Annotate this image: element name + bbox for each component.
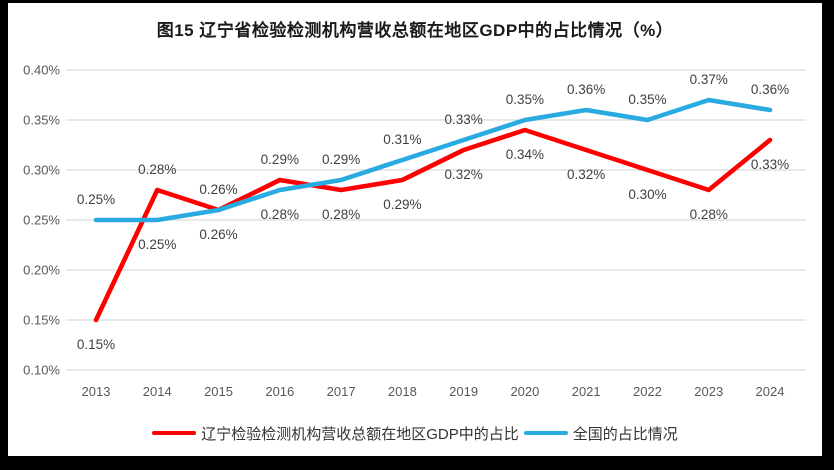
data-point-label: 0.30% xyxy=(628,187,666,202)
x-tick-label: 2015 xyxy=(204,384,233,399)
x-tick-label: 2022 xyxy=(633,384,662,399)
series-line-1 xyxy=(93,97,773,223)
y-tick-label: 0.20% xyxy=(23,263,60,278)
data-point-label: 0.25% xyxy=(138,237,176,252)
data-point-label: 0.31% xyxy=(383,132,421,147)
data-point-label: 0.26% xyxy=(199,182,237,197)
chart-title: 图15 辽宁省检验检测机构营收总额在地区GDP中的占比情况（%） xyxy=(156,21,674,40)
data-point-label: 0.35% xyxy=(506,92,544,107)
y-tick-label: 0.10% xyxy=(23,363,60,378)
data-point-label: 0.29% xyxy=(322,152,360,167)
legend: 辽宁检验检测机构营收总额在地区GDP中的占比 全国的占比情况 xyxy=(8,420,822,446)
data-point-label: 0.29% xyxy=(261,152,299,167)
data-point-label: 0.37% xyxy=(690,72,728,87)
data-point-label: 0.25% xyxy=(77,192,115,207)
data-point-label: 0.32% xyxy=(567,167,605,182)
data-point-label: 0.34% xyxy=(506,147,544,162)
x-tick-label: 2021 xyxy=(572,384,601,399)
data-point-label: 0.33% xyxy=(751,157,789,172)
legend-label: 辽宁检验检测机构营收总额在地区GDP中的占比 xyxy=(201,425,519,443)
data-point-label: 0.28% xyxy=(261,207,299,222)
plot-svg: 0.40% 0.35% 0.30% 0.25% 0.20% 0.15% 0.10% 2013 2… xyxy=(23,63,806,399)
data-point-label: 0.28% xyxy=(690,207,728,222)
data-point-label: 0.36% xyxy=(567,82,605,97)
legend-item-1: 全国的占比情况 xyxy=(523,423,678,444)
data-point-label: 0.26% xyxy=(199,227,237,242)
x-tick-label: 2014 xyxy=(143,384,172,399)
legend-label: 全国的占比情况 xyxy=(572,425,678,443)
y-tick-label: 0.40% xyxy=(23,63,60,78)
series-line-0 xyxy=(93,127,773,323)
x-tick-label: 2016 xyxy=(265,384,294,399)
legend-item-0: 辽宁检验检测机构营收总额在地区GDP中的占比 xyxy=(152,423,519,444)
legend-line-swatch-icon xyxy=(152,430,197,436)
legend-line-swatch-icon xyxy=(523,430,568,436)
y-tick-label: 0.30% xyxy=(23,163,60,178)
x-tick-label: 2024 xyxy=(756,384,785,399)
chart-canvas: 图15 辽宁省检验检测机构营收总额在地区GDP中的占比情况（%） 0.40% 0.… xyxy=(8,3,822,456)
data-point-label: 0.29% xyxy=(383,197,421,212)
data-point-label: 0.36% xyxy=(751,82,789,97)
x-tick-label: 2020 xyxy=(510,384,539,399)
y-tick-label: 0.35% xyxy=(23,113,60,128)
x-tick-label: 2017 xyxy=(327,384,356,399)
data-point-label: 0.15% xyxy=(77,337,115,352)
x-tick-label: 2023 xyxy=(694,384,723,399)
data-point-label: 0.28% xyxy=(322,207,360,222)
data-point-label: 0.28% xyxy=(138,162,176,177)
y-tick-label: 0.25% xyxy=(23,213,60,228)
x-tick-label: 2019 xyxy=(449,384,478,399)
data-point-label: 0.32% xyxy=(444,167,482,182)
data-point-label: 0.35% xyxy=(628,92,666,107)
data-point-label: 0.33% xyxy=(444,112,482,127)
x-tick-label: 2018 xyxy=(388,384,417,399)
x-tick-label: 2013 xyxy=(82,384,111,399)
y-tick-label: 0.15% xyxy=(23,313,60,328)
